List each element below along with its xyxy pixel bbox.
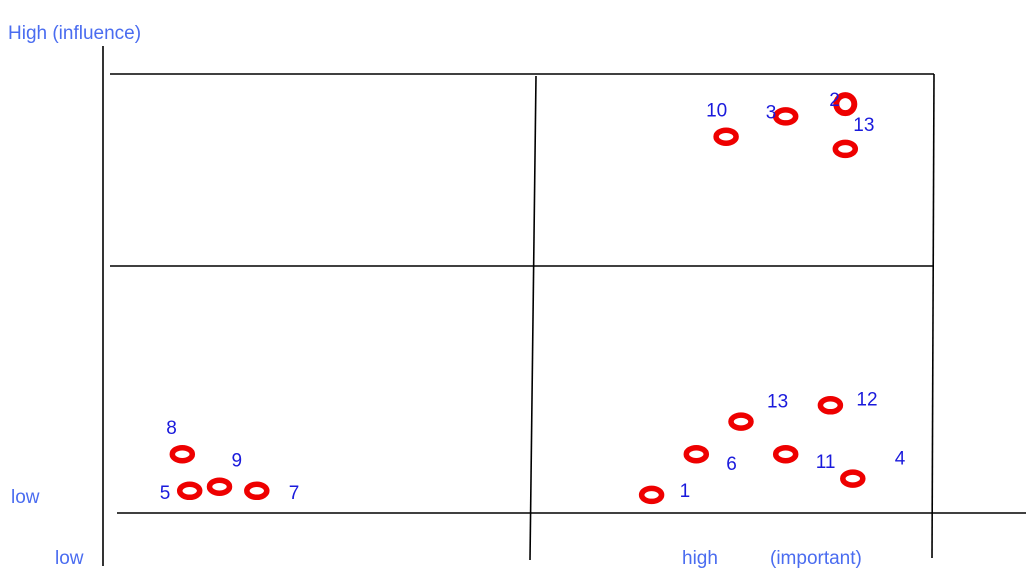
stakeholder-number: 9: [232, 451, 243, 472]
y-axis-high-label: High (influence): [8, 23, 141, 44]
stakeholder-marker: [817, 396, 844, 415]
stakeholder-marker: [833, 92, 858, 117]
stakeholder-marker: [728, 412, 754, 431]
stakeholder-number: 1: [680, 481, 691, 502]
stakeholder-number: 13: [767, 392, 788, 413]
stakeholder-number: 11: [816, 452, 836, 473]
stakeholder-markers: [169, 92, 866, 505]
stakeholder-marker: [206, 477, 233, 496]
stakeholder-number: 13: [853, 115, 874, 136]
y-axis-low-label: low: [11, 487, 40, 508]
stakeholder-number: 6: [726, 454, 737, 475]
x-axis-high-label: high: [682, 548, 718, 569]
stakeholder-number: 3: [766, 102, 777, 123]
x-axis-low-label: low: [55, 548, 84, 569]
stakeholder-number: 8: [166, 418, 177, 439]
stakeholder-marker: [840, 469, 866, 488]
stakeholder-marker: [683, 444, 710, 464]
stakeholder-marker: [244, 481, 270, 501]
stakeholder-marker: [832, 139, 859, 159]
quadrant-grid: [102, 46, 1026, 566]
stakeholder-marker: [713, 127, 739, 146]
stakeholder-marker: [772, 107, 799, 126]
vertical-divider-line: [529, 75, 537, 561]
stakeholder-number: 12: [856, 389, 877, 410]
stakeholder-number: 2: [829, 90, 840, 111]
stakeholder-number: 7: [289, 483, 300, 504]
stakeholder-marker: [638, 485, 665, 505]
stakeholder-number: 5: [160, 483, 171, 504]
stakeholder-marker: [176, 481, 203, 501]
stakeholder-number: 4: [895, 449, 906, 470]
stakeholder-marker: [772, 444, 799, 464]
stakeholder-number: 10: [706, 101, 727, 122]
right-border-line: [931, 73, 935, 559]
stakeholder-marker: [169, 444, 196, 464]
x-axis-high-note: (important): [770, 548, 862, 569]
